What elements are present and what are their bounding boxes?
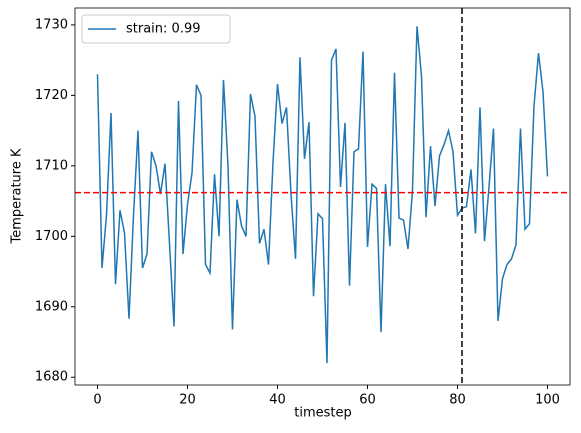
x-tick-label: 80 <box>449 393 466 408</box>
y-tick-label: 1720 <box>35 88 68 103</box>
y-tick-label: 1700 <box>35 229 68 244</box>
x-tick-label: 60 <box>359 393 376 408</box>
legend-label: strain: 0.99 <box>126 22 201 37</box>
y-tick-label: 1690 <box>35 299 68 314</box>
x-axis-label: timestep <box>294 406 352 421</box>
y-tick-label: 1680 <box>35 370 68 385</box>
legend-box <box>81 14 231 44</box>
x-tick-label: 100 <box>535 393 560 408</box>
data-line <box>96 26 549 364</box>
x-tick-label: 20 <box>179 393 196 408</box>
y-tick-label: 1710 <box>35 158 68 173</box>
y-tick-label: 1730 <box>35 17 68 32</box>
plot-frame <box>74 7 571 386</box>
x-tick-label: 40 <box>269 393 286 408</box>
x-tick-label: 0 <box>93 393 101 408</box>
y-axis-label: Temperature K <box>10 148 25 244</box>
